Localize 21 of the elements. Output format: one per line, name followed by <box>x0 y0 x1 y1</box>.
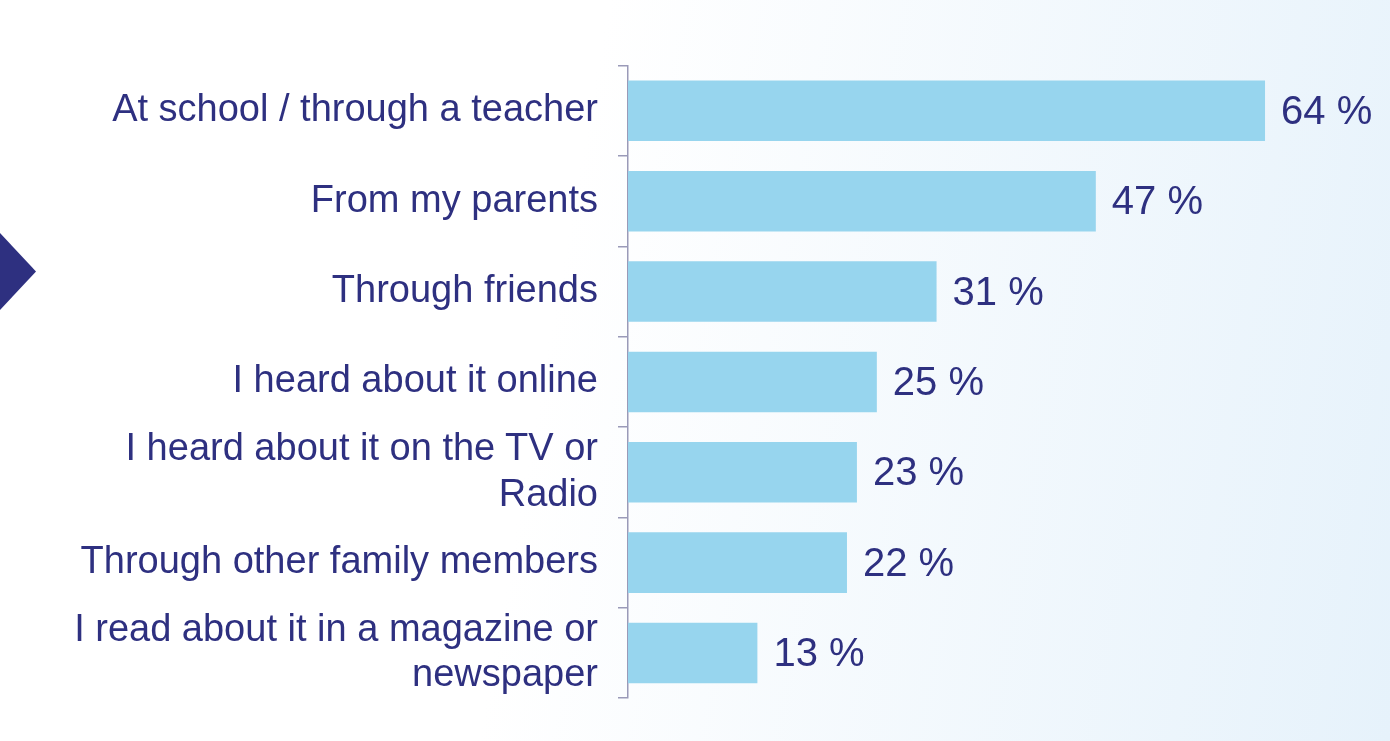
y-tick-label: I read about it in a magazine or newspaper <box>74 606 599 695</box>
y-tick-label: I heard about it on the TV or Radio <box>125 425 599 514</box>
bar <box>628 170 1096 232</box>
y-tick-label: Through other family members <box>80 539 598 582</box>
data-label: 23 % <box>872 449 965 494</box>
data-label: 47 % <box>1111 178 1203 223</box>
bar <box>628 442 857 503</box>
data-label: 13 % <box>773 630 865 675</box>
data-label: 31 % <box>952 268 1044 313</box>
data-label: 22 % <box>862 539 955 584</box>
data-label: 25 % <box>892 358 985 403</box>
y-tick-label: Through friends <box>331 268 598 311</box>
bar <box>628 351 877 413</box>
y-tick-label: I heard about it online <box>232 358 598 401</box>
y-tick-label: From my parents <box>310 177 598 220</box>
bar <box>628 80 1266 142</box>
bar <box>628 622 758 684</box>
data-label: 64 % <box>1281 87 1373 132</box>
bar <box>628 532 847 593</box>
bar <box>628 261 937 322</box>
y-tick-label: At school / through a teacher <box>112 87 599 130</box>
